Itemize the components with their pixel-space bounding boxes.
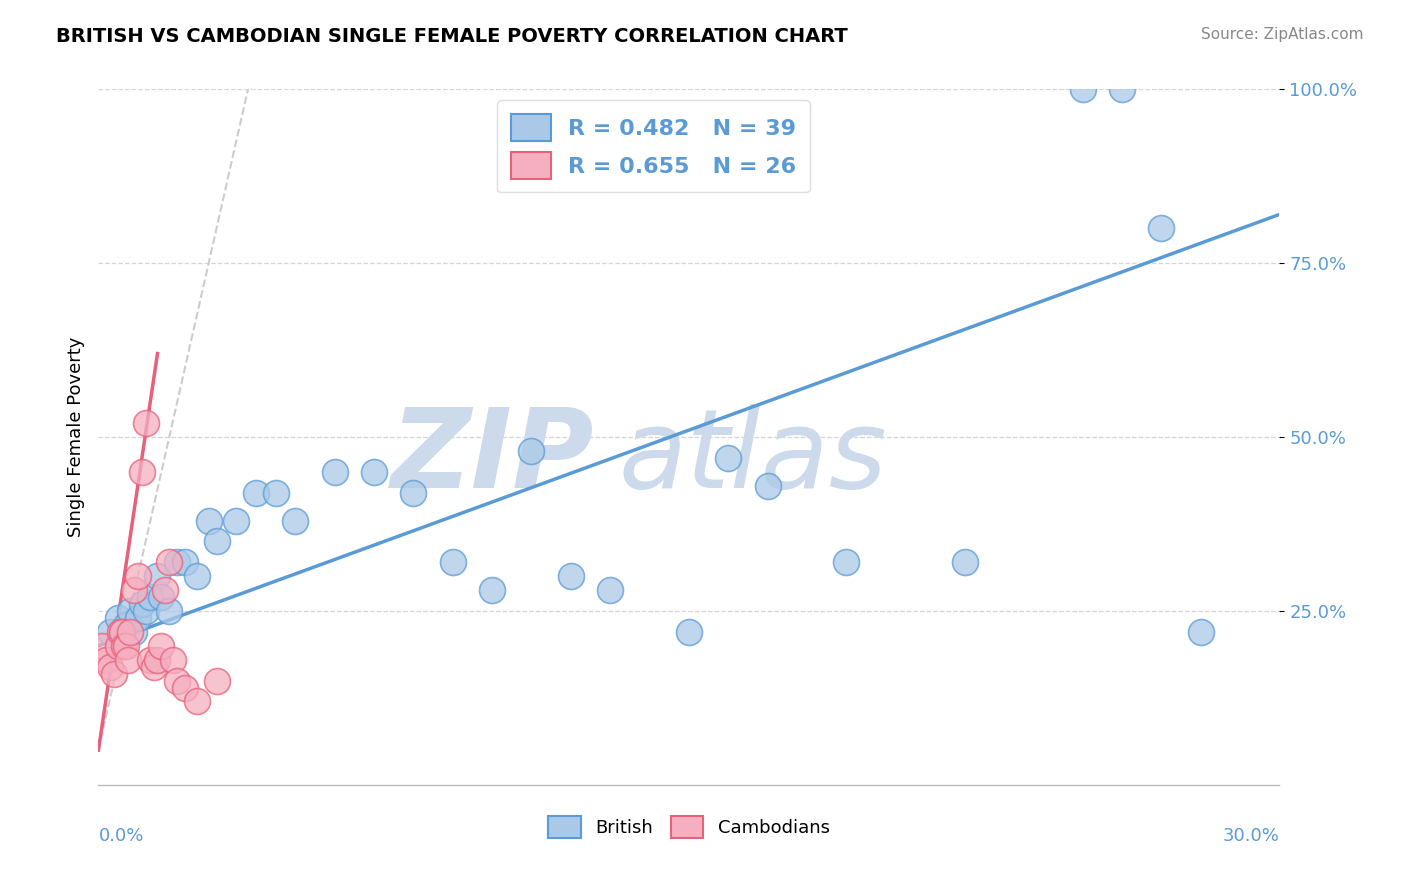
Point — [174, 681, 197, 695]
Legend: British, Cambodians: British, Cambodians — [541, 809, 837, 846]
Point — [96, 653, 118, 667]
Point — [138, 653, 160, 667]
Point — [118, 604, 141, 618]
Point — [131, 597, 153, 611]
Point — [111, 624, 134, 639]
Point — [107, 611, 129, 625]
Point — [481, 583, 503, 598]
Point — [115, 639, 138, 653]
Point — [186, 694, 208, 708]
Point — [135, 416, 157, 430]
Point — [174, 555, 197, 569]
Point — [402, 485, 425, 500]
Point — [678, 624, 700, 639]
Point — [225, 514, 247, 528]
Point — [953, 555, 976, 569]
Point — [756, 479, 779, 493]
Text: ZIP: ZIP — [391, 404, 595, 511]
Point — [1111, 82, 1133, 96]
Point — [122, 583, 145, 598]
Point — [323, 465, 346, 479]
Point — [127, 611, 149, 625]
Point — [150, 590, 173, 604]
Point — [1189, 624, 1212, 639]
Point — [146, 569, 169, 583]
Point — [108, 624, 131, 639]
Text: Source: ZipAtlas.com: Source: ZipAtlas.com — [1201, 27, 1364, 42]
Point — [118, 624, 141, 639]
Point — [205, 534, 228, 549]
Point — [157, 555, 180, 569]
Point — [1071, 82, 1094, 96]
Point — [162, 653, 184, 667]
Point — [186, 569, 208, 583]
Point — [98, 624, 121, 639]
Point — [155, 583, 177, 598]
Point — [138, 590, 160, 604]
Point — [131, 465, 153, 479]
Point — [197, 514, 219, 528]
Text: BRITISH VS CAMBODIAN SINGLE FEMALE POVERTY CORRELATION CHART: BRITISH VS CAMBODIAN SINGLE FEMALE POVER… — [56, 27, 848, 45]
Point — [717, 450, 740, 465]
Point — [122, 624, 145, 639]
Point — [107, 639, 129, 653]
Point — [205, 673, 228, 688]
Point — [835, 555, 858, 569]
Point — [1150, 221, 1173, 235]
Point — [520, 444, 543, 458]
Y-axis label: Single Female Poverty: Single Female Poverty — [66, 337, 84, 537]
Point — [166, 555, 188, 569]
Point — [111, 624, 134, 639]
Point — [91, 639, 114, 653]
Point — [599, 583, 621, 598]
Point — [146, 653, 169, 667]
Point — [284, 514, 307, 528]
Point — [135, 604, 157, 618]
Text: 30.0%: 30.0% — [1223, 827, 1279, 845]
Point — [560, 569, 582, 583]
Point — [115, 618, 138, 632]
Point — [112, 639, 135, 653]
Point — [142, 659, 165, 673]
Point — [363, 465, 385, 479]
Text: 0.0%: 0.0% — [98, 827, 143, 845]
Point — [264, 485, 287, 500]
Point — [150, 639, 173, 653]
Point — [166, 673, 188, 688]
Point — [117, 653, 139, 667]
Point — [98, 659, 121, 673]
Point — [157, 604, 180, 618]
Text: atlas: atlas — [619, 404, 887, 511]
Point — [103, 666, 125, 681]
Point — [245, 485, 267, 500]
Point — [441, 555, 464, 569]
Point — [127, 569, 149, 583]
